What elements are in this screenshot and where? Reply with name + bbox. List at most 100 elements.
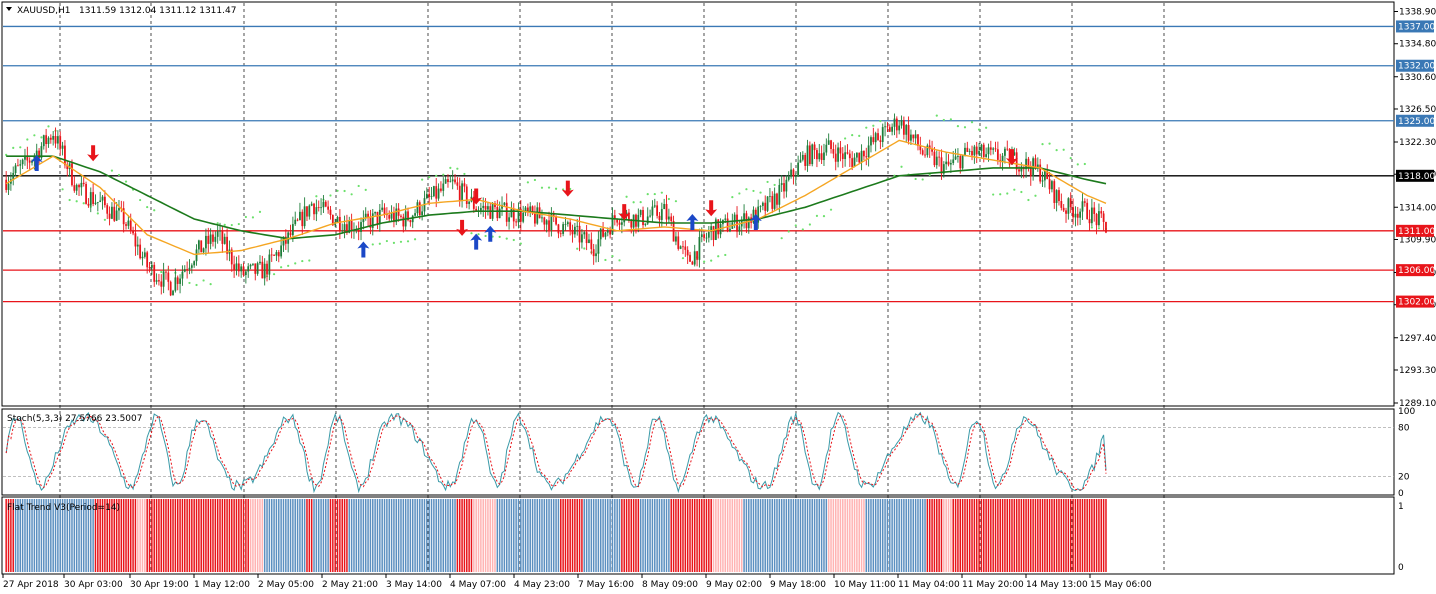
- candle-body: [1105, 221, 1107, 233]
- candle-body: [106, 205, 109, 214]
- sar-dot: [287, 264, 290, 267]
- candle-body: [266, 263, 268, 275]
- candle-body: [827, 140, 830, 145]
- candle-body: [350, 220, 353, 232]
- candle-body: [21, 159, 24, 165]
- candle-body: [324, 201, 327, 207]
- level-tag-1318.00: [1396, 169, 1434, 182]
- candle-body: [395, 208, 398, 223]
- candle-body: [975, 146, 978, 155]
- candle-body: [233, 264, 236, 271]
- sar-dot: [1097, 227, 1101, 230]
- candle-body: [1043, 171, 1046, 181]
- sar-dot: [47, 125, 50, 128]
- candle-body: [484, 205, 487, 210]
- candle-body: [799, 159, 802, 163]
- candle-body: [811, 144, 814, 165]
- price-tick-label: 1293.30: [1399, 366, 1436, 376]
- candle-body: [954, 156, 957, 160]
- arrow-down-icon: [618, 204, 631, 221]
- level-tag-label-1311.00: 1311.00: [1398, 227, 1435, 237]
- candle-body: [1069, 198, 1072, 208]
- candle-body: [146, 252, 149, 268]
- candle-body: [900, 120, 903, 126]
- candle-body: [877, 133, 879, 141]
- sar-dot: [280, 266, 283, 269]
- candle-body: [783, 183, 785, 192]
- candle-body: [451, 179, 454, 182]
- arrow-down-icon: [87, 145, 100, 162]
- level-tag-label-1306.00: 1306.00: [1398, 266, 1435, 276]
- candle-body: [99, 200, 102, 202]
- candle-body: [611, 215, 614, 235]
- candle-body: [747, 217, 750, 229]
- candle-body: [926, 145, 929, 156]
- candle-body: [949, 163, 952, 165]
- sar-dot: [498, 235, 501, 238]
- candle-body: [865, 156, 868, 158]
- candle-body: [136, 244, 139, 247]
- candle-body: [111, 206, 113, 219]
- candle-body: [80, 182, 83, 188]
- sar-dot: [533, 178, 537, 182]
- candle-body: [757, 206, 760, 223]
- candle-body: [411, 215, 414, 223]
- candle-body: [682, 246, 684, 248]
- candle-body: [139, 244, 142, 259]
- sar-dot: [759, 191, 762, 194]
- candle-body: [1015, 152, 1018, 170]
- sar-dot: [103, 218, 106, 221]
- candle-body: [103, 196, 106, 206]
- candle-body: [700, 234, 703, 237]
- level-tag-1332.00: [1396, 59, 1434, 72]
- candle-body: [766, 196, 769, 211]
- candle-body: [592, 249, 595, 257]
- candle-body: [987, 147, 990, 155]
- candle-body: [837, 147, 839, 162]
- sar-dot: [160, 270, 163, 274]
- candle-body: [26, 155, 29, 161]
- sar-dot: [315, 195, 318, 198]
- candle-body: [712, 226, 715, 240]
- time-axis: 27 Apr 2018 30 Apr 03:00 30 Apr 19:00 1 May…: [2, 574, 1152, 590]
- candle-body: [860, 150, 863, 163]
- candle-body: [691, 261, 694, 265]
- candle-body: [52, 135, 55, 140]
- candle-body: [616, 219, 619, 223]
- candle-body: [515, 221, 518, 223]
- candle-body: [905, 125, 908, 135]
- candle-body: [863, 150, 865, 157]
- sar-dot: [428, 176, 431, 179]
- candle-body: [729, 228, 731, 232]
- candle-body: [247, 266, 250, 272]
- main-price-panel[interactable]: [1, 1, 1395, 407]
- time-tick-label: 11 May 20:00: [962, 580, 1024, 590]
- candle-body: [226, 236, 228, 254]
- time-tick-label: 7 May 16:00: [578, 580, 634, 590]
- sar-dot: [1090, 226, 1093, 229]
- candle-body: [402, 216, 405, 227]
- level-tag-label-1318.00: 1318.00: [1398, 172, 1435, 182]
- stochastic-panel[interactable]: [1, 408, 1395, 496]
- candle-body: [1034, 158, 1037, 168]
- candle-body: [505, 202, 508, 222]
- candle-body: [888, 127, 891, 132]
- candle-body: [1027, 158, 1030, 169]
- candle-body: [536, 207, 539, 224]
- candle-body: [961, 155, 964, 169]
- sar-dot: [773, 183, 776, 187]
- level-tag-1311.00: [1396, 224, 1434, 237]
- triangle-down-icon[interactable]: [6, 7, 12, 11]
- candle-body: [512, 208, 515, 222]
- candle-body: [357, 229, 360, 232]
- candle-body: [45, 135, 48, 145]
- sar-dot: [618, 259, 621, 262]
- candle-body: [49, 137, 52, 140]
- candle-body: [87, 203, 90, 206]
- candle-body: [235, 263, 238, 271]
- candle-body: [790, 169, 792, 177]
- candle-body: [92, 192, 95, 204]
- candle-body: [308, 205, 311, 217]
- sar-dot: [12, 146, 15, 149]
